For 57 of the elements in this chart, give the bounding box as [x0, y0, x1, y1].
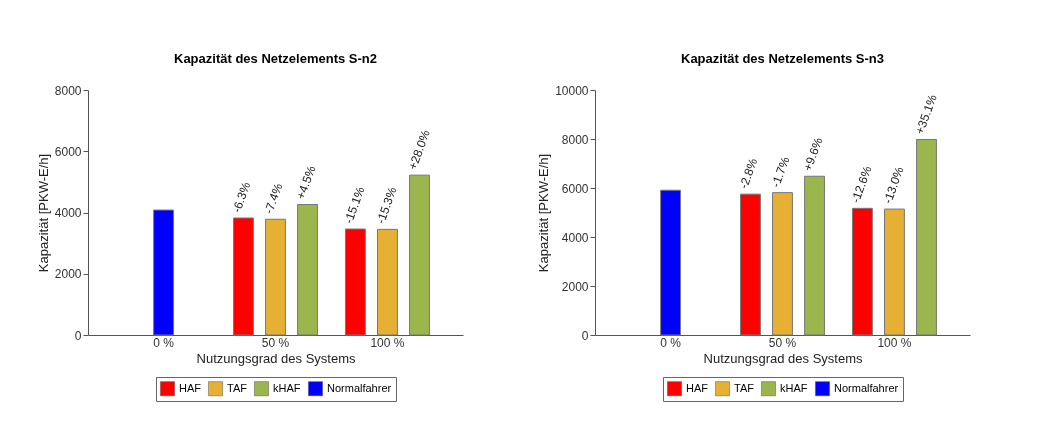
x-tick-label: 0 % — [153, 335, 175, 350]
y-tick-label: 0 — [74, 328, 82, 343]
chart-title: Kapazität des Netzelements S-n2 — [173, 51, 378, 66]
x-tick-label: 50 % — [261, 335, 290, 350]
legend-label: HAF — [686, 381, 709, 394]
legend-label: Normalfahrer — [834, 381, 899, 394]
y-tick-label: 2000 — [54, 267, 82, 282]
bar — [377, 228, 398, 336]
annotation: -13.0% — [880, 164, 907, 206]
y-tick-label: 0 — [581, 328, 589, 343]
annotation: -15.1% — [341, 184, 368, 226]
bar — [851, 207, 873, 336]
annotation: -12.6% — [848, 164, 875, 205]
legend-label: kHAF — [273, 381, 301, 394]
bar — [233, 217, 254, 336]
bar — [153, 209, 174, 336]
y-tick-label: 4000 — [561, 230, 589, 245]
legend-label: HAF — [179, 381, 202, 394]
annotation: +4.5% — [293, 163, 319, 202]
bar — [409, 174, 430, 336]
annotation: +9.6% — [800, 135, 826, 173]
legend-label: kHAF — [780, 381, 808, 394]
annotation: -15.3% — [373, 185, 400, 226]
bar — [297, 204, 318, 336]
x-tick-label: 100 % — [877, 335, 912, 350]
bar — [265, 218, 286, 336]
annotation: +35.1% — [912, 92, 940, 136]
annotation: -6.3% — [229, 179, 254, 215]
y-axis-title: Kapazität [PKW-E/h] — [35, 153, 51, 273]
bar — [740, 193, 761, 336]
annotation: -7.4% — [261, 181, 286, 216]
y-tick-label: 2000 — [561, 279, 589, 294]
x-tick-label: 50 % — [768, 335, 797, 350]
y-tick-label: 4000 — [54, 206, 82, 220]
y-tick-label: 6000 — [561, 181, 589, 196]
x-axis-title: Nutzungsgrad des Systems — [196, 350, 356, 366]
annotation: +28.0% — [405, 127, 433, 172]
bar — [772, 192, 793, 336]
y-tick-label: 6000 — [54, 144, 82, 159]
x-tick-label: 100 % — [370, 335, 405, 350]
y-tick-label: 8000 — [54, 83, 82, 98]
annotation: -1.7% — [768, 154, 793, 190]
legend-label: Normalfahrer — [327, 381, 392, 394]
y-axis-title: Kapazität [PKW-E/h] — [536, 153, 552, 273]
bar — [344, 228, 366, 336]
y-tick-label: 10000 — [555, 83, 589, 98]
legend-label: TAF — [227, 381, 248, 394]
x-tick-label: 0 % — [660, 335, 682, 350]
legend-label: TAF — [734, 381, 755, 394]
chart-title: Kapazität des Netzelements S-n3 — [680, 51, 885, 66]
bar — [884, 208, 905, 336]
bar — [916, 138, 937, 336]
bar — [660, 189, 681, 336]
y-tick-label: 8000 — [561, 132, 589, 147]
bar — [804, 175, 825, 336]
x-axis-title: Nutzungsgrad des Systems — [703, 350, 863, 366]
annotation: -2.8% — [736, 156, 761, 191]
